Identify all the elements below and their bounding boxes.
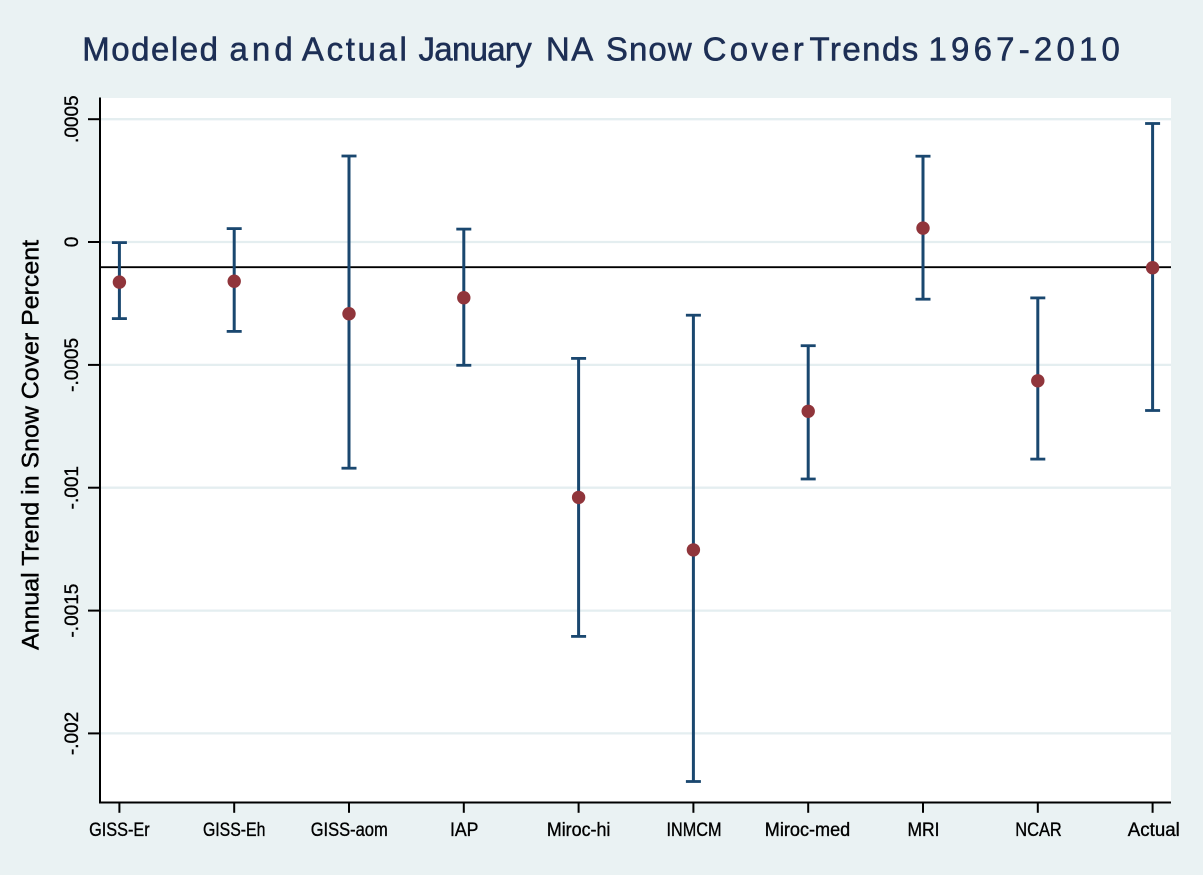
svg-text:Miroc-med: Miroc-med [765, 820, 851, 841]
svg-text:0: 0 [62, 237, 83, 248]
svg-text:-.0005: -.0005 [62, 338, 83, 392]
svg-text:January: January [419, 31, 533, 68]
svg-text:Cover: Cover [703, 31, 804, 68]
svg-text:Actual: Actual [302, 31, 407, 68]
svg-text:-.001: -.001 [62, 466, 83, 509]
svg-text:-.0015: -.0015 [62, 584, 83, 638]
svg-text:Annual Trend in Snow Cover Per: Annual Trend in Snow Cover Percent [18, 240, 45, 650]
svg-text:MRI: MRI [908, 820, 940, 841]
svg-text:GISS-Eh: GISS-Eh [203, 820, 266, 841]
svg-text:Modeled: Modeled [82, 31, 218, 68]
svg-text:NA: NA [546, 31, 593, 68]
svg-text:NCAR: NCAR [1015, 820, 1062, 841]
svg-text:GISS-aom: GISS-aom [311, 820, 388, 841]
svg-text:and: and [230, 31, 293, 68]
svg-text:Actual: Actual [1128, 820, 1180, 841]
svg-text:IAP: IAP [450, 820, 479, 841]
svg-text:GISS-Er: GISS-Er [89, 820, 150, 841]
svg-text:Miroc-hi: Miroc-hi [547, 820, 611, 841]
svg-text:Snow: Snow [606, 31, 692, 68]
svg-text:1967-2010: 1967-2010 [929, 31, 1120, 68]
svg-text:Trends: Trends [810, 31, 919, 68]
svg-text:-.002: -.002 [62, 712, 83, 755]
svg-text:.0005: .0005 [62, 95, 83, 143]
svg-text:INMCM: INMCM [667, 820, 722, 841]
